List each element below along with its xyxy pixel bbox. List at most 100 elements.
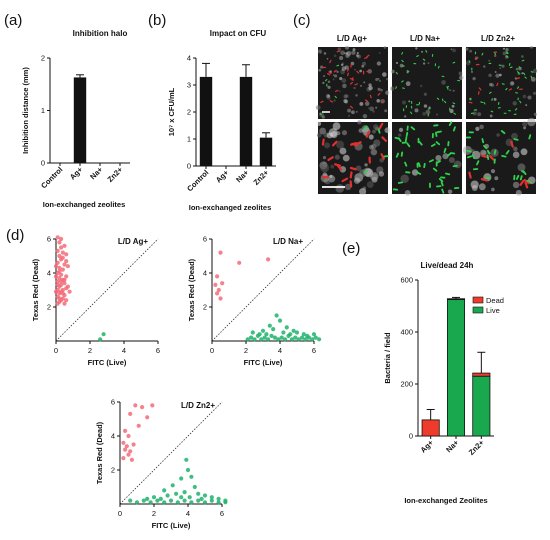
micrograph-red-cell	[336, 50, 341, 53]
legend-label-dead: Dead	[486, 296, 504, 305]
point-live-0	[98, 337, 103, 342]
micrograph-grey-speck	[465, 47, 469, 51]
micrograph-green-cell	[466, 155, 473, 159]
y-tick-label-0: 2	[203, 303, 207, 312]
point-dead-16	[64, 274, 69, 279]
point-dead-15	[129, 457, 134, 462]
micrograph-grey-speck	[452, 48, 456, 53]
chart-title: Inhibition halo	[73, 29, 128, 38]
point-dead-48	[53, 264, 59, 269]
micrograph-grey-speck	[370, 173, 378, 181]
point-live-33	[294, 330, 300, 335]
point-dead-7	[64, 252, 69, 257]
micrograph-green-cell	[437, 65, 440, 69]
micrograph-red-cell	[475, 56, 478, 60]
micrograph-green-cell	[486, 149, 491, 155]
micrograph-green-cell	[453, 112, 456, 115]
y-axis-title: Texas Red (Dead)	[31, 258, 40, 321]
point-live-25	[281, 330, 286, 335]
micrograph-red-cell	[369, 94, 372, 99]
point-live-32	[257, 332, 262, 337]
micrograph-green-cell	[516, 86, 520, 89]
point-dead-12	[126, 452, 131, 457]
point-live-33	[199, 496, 204, 501]
bar-dead-1	[446, 298, 466, 300]
micrograph-grey-speck	[336, 131, 341, 136]
micrograph-grey-speck	[333, 74, 338, 78]
micrograph-green-cell	[514, 108, 518, 111]
diagonal-reference-line	[211, 238, 315, 342]
point-live-0	[184, 457, 189, 462]
micrograph-grey-speck	[383, 46, 387, 49]
micrograph-grey-speck	[377, 77, 380, 80]
micrograph-grey-speck	[355, 110, 358, 113]
micrograph-green-cell	[410, 111, 413, 115]
micrograph-grey-speck	[353, 86, 356, 90]
micrograph-grey-speck	[351, 110, 355, 115]
micrograph-grey-speck	[343, 94, 348, 99]
micrograph-grey-speck	[333, 99, 336, 102]
point-live-18	[148, 500, 153, 505]
point-live-1	[249, 335, 254, 340]
micrograph-green-cell	[417, 162, 421, 168]
point-live-31	[284, 325, 289, 330]
point-live-20	[162, 500, 167, 505]
micrograph-grey-speck	[340, 63, 344, 67]
micrograph-green-cell	[452, 102, 456, 105]
micrograph-grey-speck	[368, 85, 373, 91]
point-live-21	[168, 498, 174, 503]
point-live-12	[209, 495, 214, 500]
micrograph-green-cell	[452, 61, 456, 64]
y-tick-label-1: 200	[400, 380, 413, 389]
x-tick-label-0: Control	[185, 168, 210, 193]
micrograph-grey-speck	[316, 132, 322, 138]
x-tick-label-1: Ag+	[68, 165, 85, 182]
micrograph-grey-speck	[318, 68, 322, 72]
micrograph-red-cell	[328, 71, 332, 75]
point-live-6	[266, 337, 271, 342]
micrograph-grey-speck	[354, 68, 356, 71]
point-dead-1	[59, 236, 64, 242]
point-live-11	[202, 493, 208, 498]
micrograph-red-cell	[478, 87, 482, 91]
point-dead-5	[216, 287, 221, 293]
point-live-16	[134, 500, 140, 505]
micrograph-green-cell	[446, 152, 452, 157]
scatter-zn: L/D Zn2+ 0 2 4 6 2 4 6 FITC (Live) Texas Red (Dea…	[95, 398, 228, 530]
micrograph-grey-speck	[341, 78, 347, 84]
point-live-19	[155, 498, 160, 503]
point-dead-11	[128, 449, 133, 454]
micrograph-grey-speck	[339, 166, 347, 173]
micrograph-grey-speck	[315, 105, 321, 110]
micrograph-green-cell	[443, 100, 447, 104]
micrograph-grey-speck	[384, 127, 391, 134]
micrograph-grey-speck	[373, 124, 379, 130]
micrograph-grey-speck	[380, 88, 383, 92]
micrograph-grey-speck	[502, 47, 506, 50]
micrograph-grey-speck	[510, 81, 515, 86]
micrograph-grey-speck	[422, 111, 427, 116]
micrograph-grey-speck	[522, 94, 527, 99]
micrograph-green-cell	[530, 75, 533, 79]
point-live-22	[175, 500, 180, 505]
micrograph-grey-speck	[411, 169, 419, 176]
micrograph-green-cell	[441, 188, 445, 194]
x-tick-label-2: 4	[122, 346, 126, 355]
x-tick-label-3: 6	[156, 346, 160, 355]
micrograph-red-cell	[510, 140, 514, 148]
micrograph-grey-speck	[352, 48, 356, 51]
micrograph-grey-speck	[317, 49, 322, 54]
micrograph-red-cell	[364, 57, 368, 59]
point-dead-0	[133, 403, 138, 408]
micrograph-grey-speck	[496, 133, 500, 137]
point-live-16	[300, 335, 305, 340]
micrograph-grey-speck	[359, 69, 362, 73]
x-tick-label-2: 4	[278, 346, 282, 355]
point-live-30	[267, 323, 272, 328]
micrograph-green-cell	[481, 138, 485, 144]
point-dead-39	[62, 277, 67, 282]
y-tick-label-3: 3	[187, 81, 191, 90]
point-dead-5	[60, 250, 65, 255]
micrograph-red-cell	[354, 83, 358, 86]
micrograph-red-cell	[508, 88, 512, 91]
